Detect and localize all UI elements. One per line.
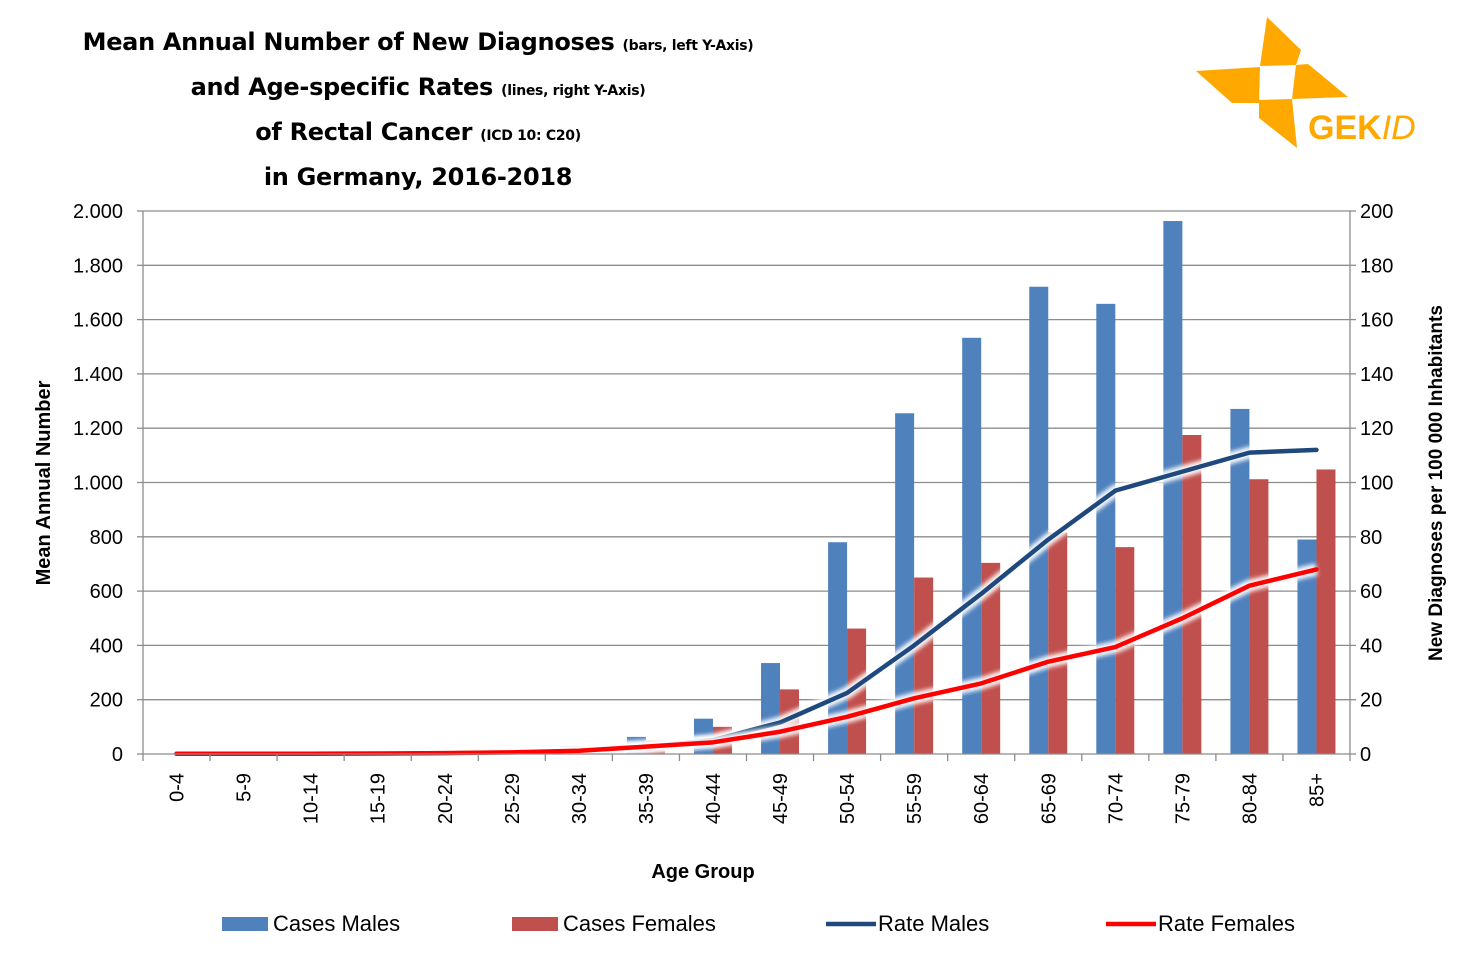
bar-cases-males <box>1297 539 1317 754</box>
line-rate-males <box>174 447 1319 756</box>
x-tick-label: 70-74 <box>1105 773 1127 824</box>
x-tick-label: 75-79 <box>1172 773 1194 824</box>
logo-text: GEKID <box>1308 109 1416 147</box>
bar-cases-males <box>1230 408 1250 754</box>
chart-title: Mean Annual Number of New Diagnoses (bar… <box>18 22 818 198</box>
y2-tick-label: 60 <box>1360 581 1382 603</box>
x-tick-label: 5-9 <box>234 773 256 802</box>
bar-cases-females <box>1115 547 1135 754</box>
y2-tick-label: 40 <box>1360 635 1382 657</box>
x-tick-label: 0-4 <box>167 773 189 802</box>
logo-star-icon <box>1196 17 1348 148</box>
title-note: (lines, right Y-Axis) <box>501 83 646 99</box>
x-tick-label: 20-24 <box>435 773 457 824</box>
x-tick-label: 10-14 <box>301 773 323 824</box>
bar-cases-females <box>981 562 1001 754</box>
y2-tick-label: 200 <box>1360 201 1393 223</box>
legend-swatch <box>512 917 558 931</box>
x-tick-label: 65-69 <box>1038 773 1060 824</box>
y-tick-label: 400 <box>90 635 123 657</box>
title-line-1: Mean Annual Number of New Diagnoses (bar… <box>18 22 818 67</box>
y2-axis-title: New Diagnoses per 100 000 Inhabitants <box>1426 305 1447 661</box>
title-main: in Germany, 2016-2018 <box>263 163 573 191</box>
bar-cases-males <box>895 413 915 754</box>
y-tick-label: 1.400 <box>73 364 123 386</box>
y2-tick-label: 100 <box>1360 473 1393 495</box>
y-tick-label: 1.200 <box>73 418 123 440</box>
y2-tick-label: 80 <box>1360 527 1382 549</box>
legend-label: Rate Females <box>1158 911 1295 936</box>
title-line-3: of Rectal Cancer (ICD 10: C20) <box>18 112 818 157</box>
title-main: Mean Annual Number of New Diagnoses <box>82 28 615 56</box>
x-tick-label: 60-64 <box>971 773 993 824</box>
y2-tick-label: 140 <box>1360 364 1393 386</box>
x-tick-label: 40-44 <box>703 773 725 824</box>
x-tick-label: 45-49 <box>770 773 792 824</box>
bar-cases-females <box>1249 479 1269 754</box>
bar-cases-males <box>962 337 982 754</box>
gekid-logo: GEKID <box>1196 17 1416 148</box>
y2-tick-label: 180 <box>1360 255 1393 277</box>
y-tick-label: 2.000 <box>73 201 123 223</box>
y-tick-label: 800 <box>90 527 123 549</box>
x-tick-label: 25-29 <box>502 773 524 824</box>
line-glow <box>176 443 1317 760</box>
bar-cases-females <box>1316 469 1336 754</box>
x-tick-label: 85+ <box>1306 773 1328 807</box>
x-tick-label: 80-84 <box>1239 773 1261 824</box>
x-tick-label: 50-54 <box>837 773 859 824</box>
title-line-4: in Germany, 2016-2018 <box>18 157 818 198</box>
title-main: of Rectal Cancer <box>255 118 473 146</box>
title-note: (bars, left Y-Axis) <box>622 38 754 54</box>
x-tick-label: 35-39 <box>636 773 658 824</box>
y-tick-label: 200 <box>90 690 123 712</box>
title-line-2: and Age-specific Rates (lines, right Y-A… <box>18 67 818 112</box>
legend-label: Cases Females <box>563 911 716 936</box>
x-axis-title: Age Group <box>651 861 754 883</box>
title-note: (ICD 10: C20) <box>480 128 581 144</box>
y2-tick-label: 20 <box>1360 690 1382 712</box>
bar-cases-males <box>1029 286 1049 754</box>
legend-item: Rate Females <box>1106 911 1295 936</box>
y-tick-label: 1.000 <box>73 473 123 495</box>
legend-item: Cases Males <box>222 911 400 936</box>
legend: Cases Males Cases Females Rate Males Rate F… <box>222 911 1295 936</box>
bar-cases-females <box>1182 434 1202 754</box>
y2-tick-label: 0 <box>1360 744 1371 766</box>
bar-cases-females <box>914 577 934 754</box>
x-tick-label: 30-34 <box>569 773 591 824</box>
y-tick-label: 0 <box>112 744 123 766</box>
y2-tick-label: 120 <box>1360 418 1393 440</box>
y2-tick-label: 160 <box>1360 310 1393 332</box>
legend-label: Cases Males <box>273 911 400 936</box>
title-main: and Age-specific Rates <box>190 73 494 101</box>
x-tick-label: 55-59 <box>904 773 926 824</box>
legend-swatch <box>222 917 268 931</box>
bar-cases-males <box>1096 303 1116 754</box>
legend-item: Cases Females <box>512 911 716 936</box>
legend-label: Rate Males <box>878 911 989 936</box>
bar-cases-females <box>1048 532 1068 754</box>
legend-item: Rate Males <box>826 911 989 936</box>
x-tick-label: 15-19 <box>368 773 390 824</box>
y-tick-label: 1.600 <box>73 310 123 332</box>
bar-cases-males <box>1163 221 1183 754</box>
y-axis-title: Mean Annual Number <box>33 380 55 585</box>
y-tick-label: 1.800 <box>73 255 123 277</box>
y-tick-label: 600 <box>90 581 123 603</box>
